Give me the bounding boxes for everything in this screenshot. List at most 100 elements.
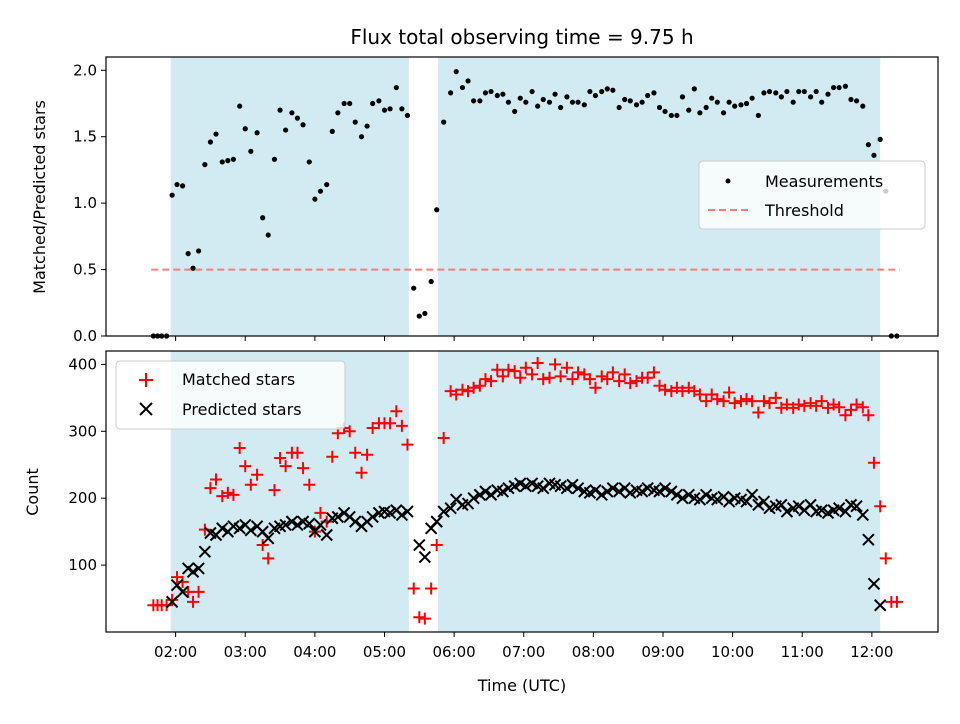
measurement-point (610, 87, 616, 93)
measurement-point (306, 159, 312, 165)
measurement-point (761, 90, 767, 96)
measurement-point (459, 84, 466, 91)
predicted-star-marker (722, 495, 736, 508)
measurement-point (651, 90, 657, 96)
predicted-star-marker (670, 488, 684, 502)
measurement-point (656, 104, 663, 111)
predicted-star-marker (479, 485, 492, 498)
measurement-point (488, 88, 494, 95)
measurement-point (416, 313, 422, 319)
predicted-star-marker (745, 488, 759, 502)
measurement-point (190, 265, 196, 271)
x-tick-label: 07:00 (502, 643, 545, 661)
predicted-star-marker (473, 488, 487, 502)
matched-star-marker (479, 373, 492, 386)
predicted-star-marker (862, 533, 875, 546)
matched-star-marker (251, 468, 264, 481)
matched-star-marker (624, 377, 637, 390)
ratio-y-axis-label: Matched/Predicted stars (30, 100, 49, 294)
legend-measurements-label: Measurements (765, 172, 883, 191)
measurement-point (482, 90, 489, 96)
matched-star-marker (314, 506, 327, 519)
matched-star-marker (700, 395, 713, 408)
matched-star-marker (204, 482, 217, 495)
measurement-point (448, 90, 454, 96)
ratio-panel-frame (105, 56, 939, 337)
measurement-point (732, 103, 738, 109)
measurement-point (237, 103, 243, 109)
measurement-point (686, 107, 692, 113)
measurement-point (185, 251, 191, 257)
measurement-point (766, 88, 773, 95)
measurement-point (860, 103, 866, 109)
matched-star-marker (862, 409, 875, 422)
predicted-star-marker (279, 518, 292, 532)
matched-star-marker (176, 575, 189, 588)
measurement-point (300, 122, 306, 128)
matched-star-marker (728, 397, 741, 410)
matched-star-marker (221, 486, 234, 499)
matched-star-marker (752, 406, 765, 419)
measurement-point (207, 139, 214, 145)
matched-star-marker (601, 373, 614, 386)
measurement-point (202, 162, 208, 168)
matched-star-marker (566, 373, 579, 386)
predicted-star-marker (815, 504, 828, 517)
matched-star-marker (279, 460, 292, 473)
matched-star-marker (187, 595, 200, 608)
measurement-point (552, 91, 558, 97)
measurement-point (219, 159, 225, 165)
ratio-legend-box (698, 160, 926, 230)
measurement-point (324, 181, 330, 188)
measurement-point (289, 110, 295, 116)
measurement-point (790, 99, 796, 105)
measurement-point (720, 110, 727, 116)
measurement-point (225, 158, 231, 164)
y-tick-label: 0.0 (73, 327, 97, 345)
predicted-star-marker (560, 481, 574, 495)
matched-star-marker (763, 397, 776, 410)
measurement-point (535, 103, 541, 109)
measurement-point (312, 196, 318, 202)
matched-star-marker (244, 478, 257, 491)
predicted-star-marker (484, 488, 498, 502)
matched-star-marker (467, 381, 480, 394)
predicted-star-marker (244, 524, 258, 537)
measurement-point (755, 112, 761, 119)
predicted-star-marker (699, 488, 713, 502)
measurement-point (592, 92, 599, 99)
matched-star-marker (844, 403, 857, 416)
measurement-point (329, 128, 335, 134)
matched-star-marker (734, 395, 747, 408)
matched-star-marker (485, 375, 498, 388)
matched-star-marker (874, 500, 887, 513)
measurement-point (865, 142, 871, 148)
measurement-point (569, 99, 576, 105)
measurement-point (517, 95, 523, 101)
matched-star-marker (355, 466, 368, 479)
predicted-star-marker (601, 485, 614, 498)
measurement-point (807, 94, 814, 100)
matched-star-marker (384, 417, 397, 430)
matched-star-marker (641, 371, 654, 384)
predicted-star-marker (262, 532, 275, 545)
measurement-point (830, 84, 837, 91)
measurement-point (871, 152, 877, 158)
measurement-point (853, 98, 860, 104)
matched-star-marker (595, 370, 608, 383)
count-panel-frame (105, 350, 939, 633)
matched-star-marker (554, 370, 567, 383)
matched-star-marker (349, 446, 362, 459)
matched-star-marker (792, 398, 805, 411)
measurement-point (387, 106, 393, 112)
matched-star-marker (839, 409, 852, 422)
measurement-point (529, 88, 535, 95)
measurement-point (174, 181, 180, 188)
predicted-star-marker (589, 483, 602, 497)
y-tick-label: 1.5 (73, 128, 97, 146)
matched-star-marker (856, 401, 869, 414)
measurement-point (477, 98, 483, 104)
count-legend-box (115, 360, 346, 430)
measurement-point (819, 99, 825, 105)
measurement-point (260, 215, 266, 221)
